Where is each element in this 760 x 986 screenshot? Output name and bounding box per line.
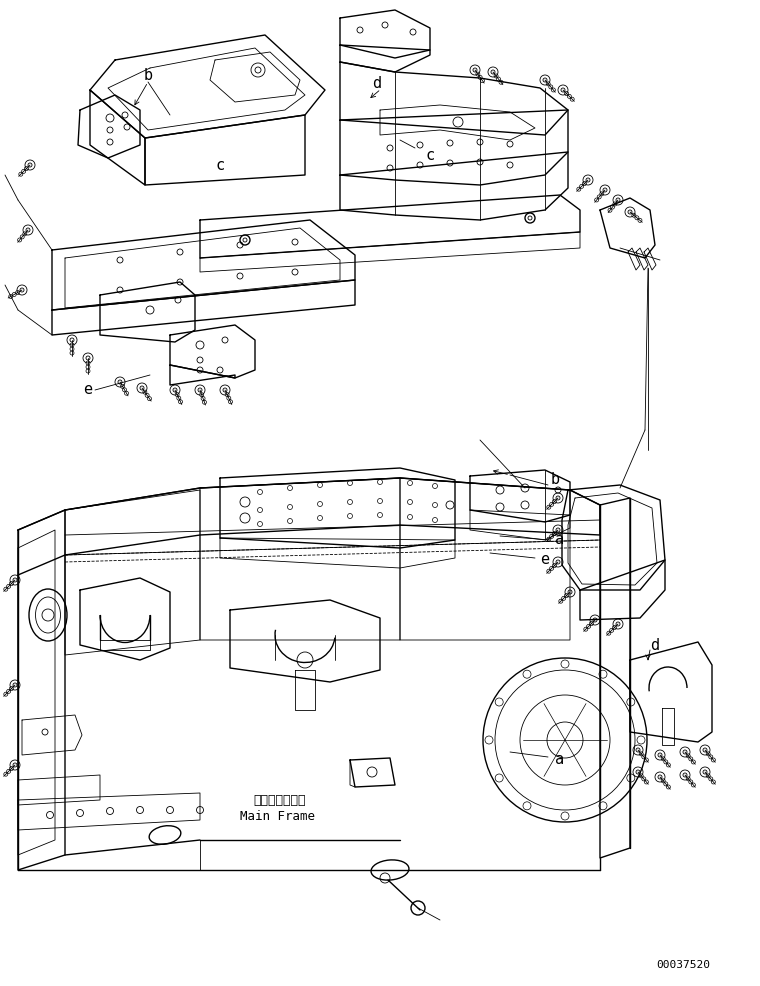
Text: Main Frame: Main Frame: [240, 810, 315, 822]
Text: a: a: [556, 752, 565, 767]
Text: e: e: [84, 383, 93, 397]
Text: c: c: [215, 158, 224, 173]
Text: b: b: [144, 68, 153, 84]
Text: c: c: [426, 148, 435, 163]
Text: d: d: [372, 76, 382, 91]
Text: d: d: [651, 638, 660, 653]
Text: a: a: [556, 532, 565, 547]
Text: メインフレーム: メインフレーム: [254, 794, 306, 807]
Text: e: e: [540, 552, 549, 568]
Text: b: b: [550, 472, 559, 487]
Text: 00037520: 00037520: [656, 960, 710, 970]
